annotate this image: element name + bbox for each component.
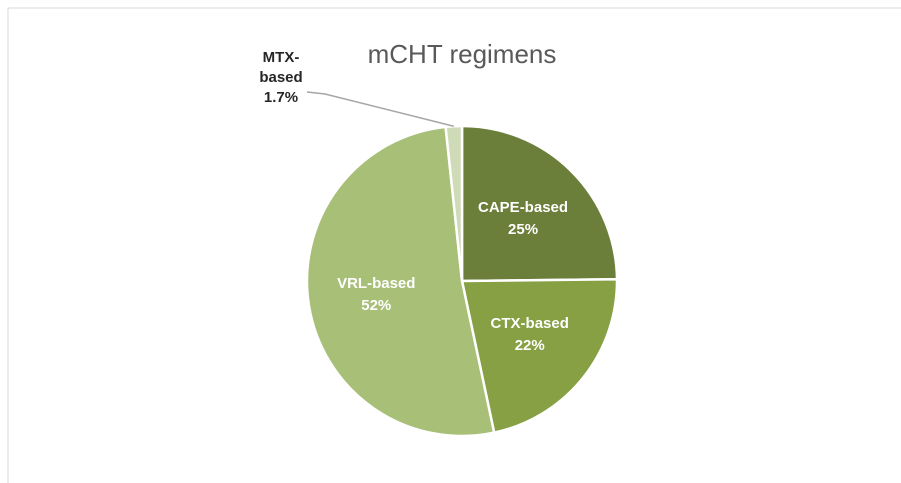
pie-slice	[305, 125, 496, 438]
label-text: CAPE-based	[478, 199, 569, 217]
leader-line	[306, 91, 454, 127]
chart-title: mCHT regimens	[368, 39, 557, 69]
pie-slice	[444, 124, 464, 282]
slice-label: CTX-based 22%	[491, 313, 569, 357]
label-text: MTX-based	[259, 49, 303, 86]
pie-slice	[460, 278, 619, 435]
pie-slice	[460, 124, 619, 283]
slice-label: MTX-based 1.7%	[255, 48, 307, 108]
label-text: 1.7%	[263, 89, 299, 106]
label-text: 25%	[508, 221, 539, 239]
label-text: 52%	[361, 296, 392, 314]
label-text: CTX-based	[490, 315, 569, 333]
slice-label: VRL-based 52%	[337, 273, 415, 317]
label-text: 22%	[514, 337, 545, 355]
slice-label: CAPE-based 25%	[478, 197, 568, 241]
label-text: VRL-based	[337, 274, 416, 292]
